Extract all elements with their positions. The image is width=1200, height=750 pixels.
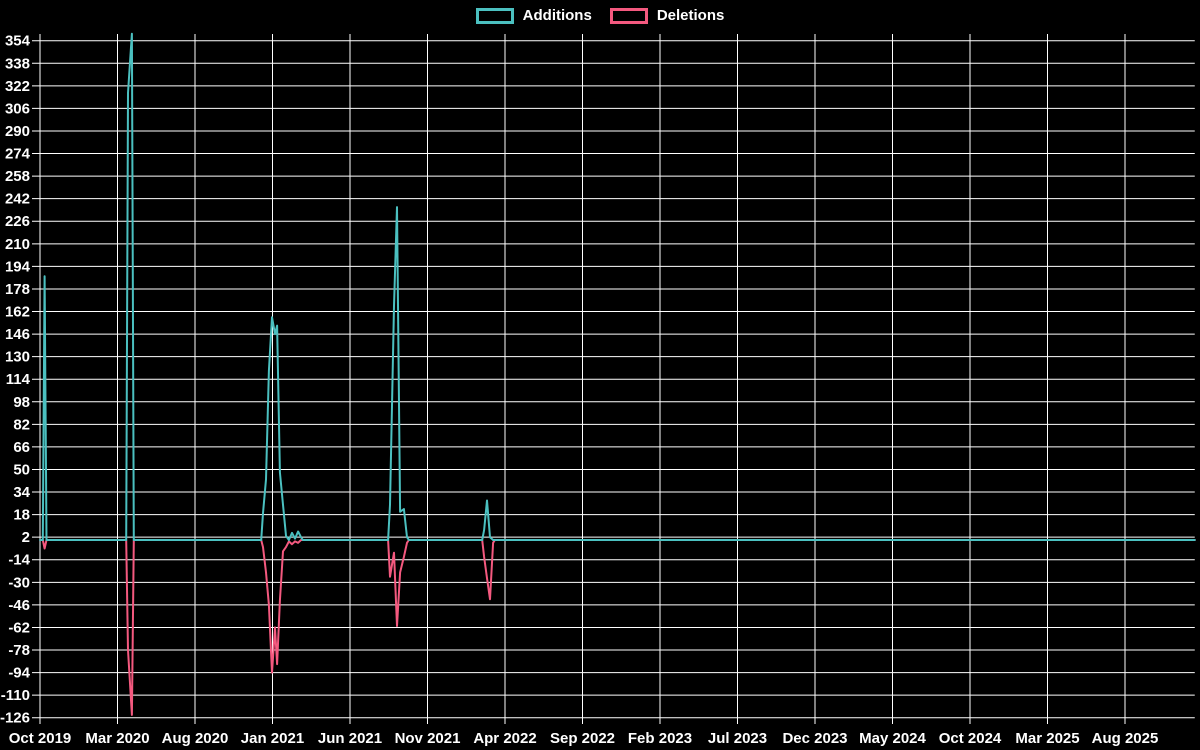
y-tick-label: -30	[8, 574, 30, 591]
deletions-swatch-icon	[609, 7, 648, 24]
chart-legend: Additions Deletions	[0, 6, 1200, 25]
y-tick-label: 242	[5, 191, 30, 208]
y-tick-label: 178	[5, 281, 30, 298]
y-tick-label: 306	[5, 100, 30, 117]
y-tick-label: 2	[22, 529, 30, 546]
y-tick-label: 354	[5, 33, 31, 50]
y-tick-label: -94	[8, 665, 30, 682]
y-tick-label: 18	[13, 507, 30, 524]
x-tick-label: Mar 2020	[85, 730, 149, 747]
legend-item-deletions[interactable]: Deletions	[609, 6, 725, 25]
y-tick-label: 258	[5, 168, 30, 185]
y-tick-label: -14	[8, 552, 30, 569]
additions-line	[39, 32, 1196, 541]
x-tick-label: Feb 2023	[628, 730, 692, 747]
y-tick-label: 322	[5, 78, 30, 95]
y-tick-label: -126	[0, 710, 30, 727]
x-tick-label: May 2024	[859, 730, 926, 747]
x-tick-label: Oct 2024	[939, 730, 1002, 747]
y-tick-label: -78	[8, 642, 30, 659]
y-tick-label: -46	[8, 597, 30, 614]
y-tick-label: 130	[5, 349, 30, 366]
additions-swatch-icon	[475, 7, 514, 24]
legend-label-additions: Additions	[522, 7, 592, 24]
x-tick-label: Dec 2023	[782, 730, 847, 747]
x-tick-label: Nov 2021	[395, 730, 461, 747]
y-tick-label: 34	[13, 484, 30, 501]
x-tick-label: Apr 2022	[473, 730, 536, 747]
x-tick-label: Jun 2021	[318, 730, 382, 747]
x-tick-label: Mar 2025	[1015, 730, 1079, 747]
y-tick-label: -62	[8, 619, 30, 636]
x-tick-label: Aug 2025	[1092, 730, 1159, 747]
y-tick-label: 226	[5, 213, 30, 230]
y-tick-label: 66	[13, 439, 30, 456]
y-tick-label: 338	[5, 55, 30, 72]
x-tick-label: Jan 2021	[241, 730, 304, 747]
y-tick-label: 290	[5, 123, 30, 140]
x-tick-label: Aug 2020	[162, 730, 229, 747]
legend-label-deletions: Deletions	[656, 7, 725, 24]
x-tick-label: Sep 2022	[550, 730, 615, 747]
y-tick-label: 194	[5, 258, 31, 275]
y-tick-label: 146	[5, 326, 30, 343]
y-tick-label: 82	[13, 416, 30, 433]
y-tick-label: 50	[13, 461, 30, 478]
x-tick-label: Oct 2019	[9, 730, 72, 747]
x-tick-label: Jul 2023	[708, 730, 767, 747]
legend-item-additions[interactable]: Additions	[475, 6, 592, 25]
y-tick-label: 210	[5, 236, 30, 253]
y-tick-label: 98	[13, 394, 30, 411]
y-tick-label: 114	[6, 371, 31, 388]
y-tick-label: 274	[5, 146, 31, 163]
y-tick-label: -110	[1, 687, 30, 704]
y-tick-label: 162	[5, 304, 30, 321]
